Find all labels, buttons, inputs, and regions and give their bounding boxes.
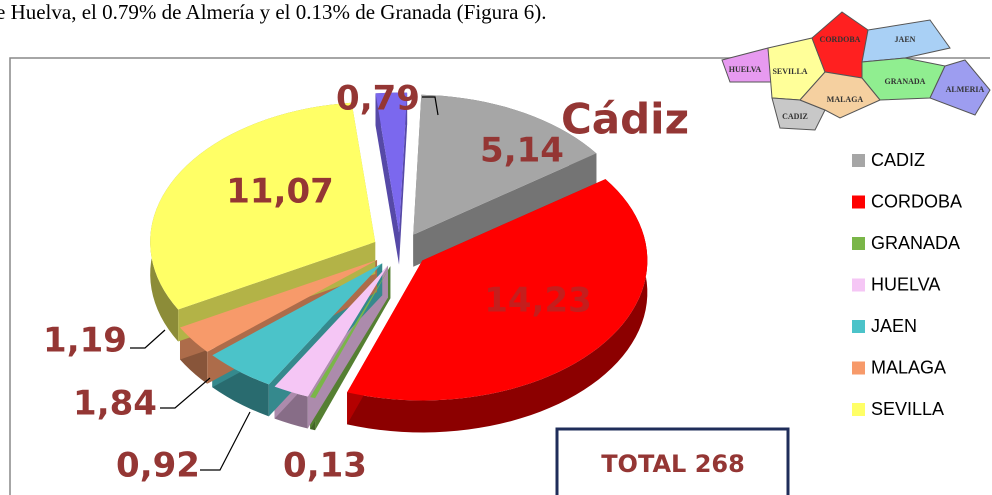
slice [310, 266, 391, 399]
legend-swatch [852, 361, 865, 375]
slice-side [347, 179, 648, 433]
legend-label: SEVILLA [871, 399, 944, 419]
data-label: 0,92 [116, 446, 200, 486]
leader-line [200, 411, 251, 471]
slice [150, 102, 376, 310]
pie-tops [150, 92, 648, 401]
slice [375, 92, 408, 233]
slice [179, 259, 378, 352]
slice-edge [375, 93, 400, 265]
slice [347, 179, 648, 401]
legend-label: HUELVA [871, 274, 940, 294]
legend-label: GRANADA [871, 233, 960, 253]
data-label: 1,19 [43, 321, 127, 361]
slice [274, 265, 388, 397]
legend-swatch [852, 278, 865, 292]
legend-swatch [852, 154, 865, 167]
map-label: MALAGA [827, 95, 864, 104]
map-label: CADIZ [782, 112, 808, 121]
slice [413, 94, 597, 235]
leader-line [422, 96, 439, 116]
legend-label: MALAGA [871, 357, 946, 377]
body-text: e Huelva, el 0.79% de Almería y el 0.13%… [0, 0, 546, 24]
map-label: GRANADA [885, 77, 926, 86]
legend-label: JAEN [871, 316, 917, 336]
data-label: 14,23 [484, 281, 592, 321]
annotation: Cádiz [561, 95, 689, 144]
slice-edge [399, 92, 408, 265]
data-label: 1,84 [73, 384, 157, 424]
legend-swatch [852, 195, 865, 209]
chart-frame [9, 57, 990, 495]
data-label: 0,79 [336, 79, 420, 119]
map-label: JAEN [895, 35, 916, 44]
legend-label: CADIZ [871, 150, 925, 170]
data-label: 5,14 [480, 131, 564, 171]
slice [212, 263, 383, 385]
legend-swatch [852, 320, 865, 333]
map-label: CORDOBA [820, 35, 861, 44]
slice-edge [413, 153, 597, 267]
map-label: SEVILLA [772, 67, 807, 76]
legend-swatch [852, 237, 865, 250]
total-box [555, 427, 790, 495]
leader-line [160, 377, 211, 409]
legend-swatch [852, 403, 865, 416]
data-label: 11,07 [226, 172, 334, 212]
map-label: ALMERIA [946, 85, 985, 94]
data-label: 0,13 [283, 446, 367, 486]
map [721, 11, 991, 131]
leader-line [130, 329, 166, 349]
legend-label: CORDOBA [871, 191, 962, 211]
map-label: HUELVA [729, 65, 762, 74]
total-label: TOTAL 268 [601, 450, 745, 478]
